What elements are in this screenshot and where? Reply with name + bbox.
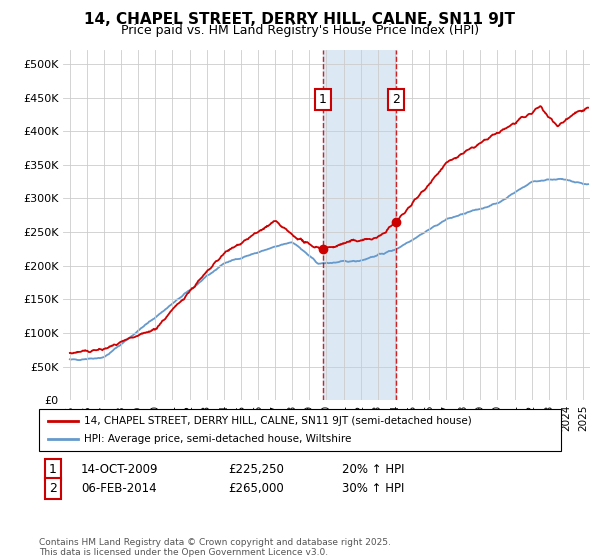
Text: 20% ↑ HPI: 20% ↑ HPI xyxy=(342,463,404,476)
Text: 30% ↑ HPI: 30% ↑ HPI xyxy=(342,482,404,495)
Text: 1: 1 xyxy=(49,463,57,476)
Text: 06-FEB-2014: 06-FEB-2014 xyxy=(81,482,157,495)
Text: 1: 1 xyxy=(319,93,327,106)
Bar xyxy=(323,50,397,400)
Text: 2: 2 xyxy=(49,482,57,495)
Text: £265,000: £265,000 xyxy=(228,482,284,495)
Text: Price paid vs. HM Land Registry's House Price Index (HPI): Price paid vs. HM Land Registry's House … xyxy=(121,24,479,36)
Text: 14, CHAPEL STREET, DERRY HILL, CALNE, SN11 9JT (semi-detached house): 14, CHAPEL STREET, DERRY HILL, CALNE, SN… xyxy=(84,417,472,426)
Text: Contains HM Land Registry data © Crown copyright and database right 2025.
This d: Contains HM Land Registry data © Crown c… xyxy=(39,538,391,557)
Text: HPI: Average price, semi-detached house, Wiltshire: HPI: Average price, semi-detached house,… xyxy=(84,434,352,444)
Text: £225,250: £225,250 xyxy=(228,463,284,476)
Text: 14, CHAPEL STREET, DERRY HILL, CALNE, SN11 9JT: 14, CHAPEL STREET, DERRY HILL, CALNE, SN… xyxy=(85,12,515,27)
Text: 2: 2 xyxy=(392,93,400,106)
Text: 14-OCT-2009: 14-OCT-2009 xyxy=(81,463,158,476)
